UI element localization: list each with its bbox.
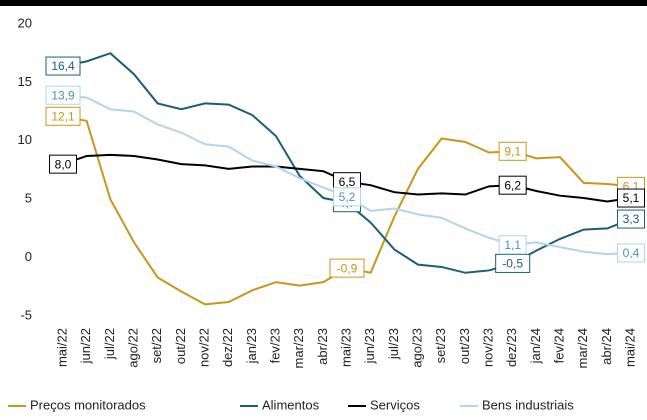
y-tick-label: 5 (25, 191, 32, 206)
legend-label: Preços monitorados (30, 397, 146, 412)
value-label: 3,3 (623, 212, 640, 226)
value-label-box (498, 141, 527, 161)
x-tick-label: mar/23 (291, 328, 306, 368)
value-label: -0,5 (502, 257, 523, 271)
value-label-box (495, 253, 531, 273)
x-tick-label: nov/22 (196, 328, 211, 367)
value-label-box (617, 188, 645, 208)
value-label: 5,2 (339, 190, 356, 204)
x-tick-label: dez/22 (220, 328, 235, 367)
value-label-box (329, 258, 365, 278)
x-tick-label: jan/24 (528, 328, 543, 364)
value-label-box (49, 154, 77, 174)
value-label: 1,1 (504, 238, 521, 252)
x-tick-label: ago/22 (125, 328, 140, 368)
value-label: 6,2 (504, 178, 521, 192)
x-tick-label: abr/24 (599, 328, 614, 365)
value-label: 9,1 (504, 144, 521, 158)
y-tick-label: 10 (18, 132, 32, 147)
x-tick-label: set/22 (149, 328, 164, 363)
y-tick-label: 20 (18, 15, 32, 30)
x-tick-label: out/22 (173, 328, 188, 364)
x-tick-label: out/23 (457, 328, 472, 364)
value-label: 12,1 (51, 109, 75, 123)
x-tick-label: jul/22 (102, 328, 117, 360)
x-tick-label: abr/23 (315, 328, 330, 365)
value-label-box (45, 106, 81, 126)
x-tick-label: nov/23 (480, 328, 495, 367)
x-tick-label: jun/22 (78, 328, 93, 364)
value-label: 16,4 (51, 59, 75, 73)
value-label: 5,1 (623, 191, 640, 205)
value-label-box (498, 235, 527, 255)
value-label: 13,9 (51, 88, 75, 102)
x-tick-label: mai/22 (54, 328, 69, 367)
x-tick-label: dez/23 (504, 328, 519, 367)
value-label: 6,5 (339, 175, 356, 189)
y-tick-label: 0 (25, 249, 32, 264)
x-tick-label: jun/23 (362, 328, 377, 364)
x-tick-label: jan/23 (244, 328, 259, 364)
y-tick-label: -5 (20, 307, 32, 322)
x-tick-label: mai/23 (338, 328, 353, 367)
value-label-box (45, 56, 81, 76)
x-tick-label: fev/24 (551, 328, 566, 363)
x-tick-label: fev/23 (267, 328, 282, 363)
value-label: -0,9 (337, 261, 358, 275)
value-label: 8,0 (55, 157, 72, 171)
series-line (62, 52, 632, 274)
x-tick-label: ago/23 (409, 328, 424, 368)
legend-label: Bens industriais (482, 397, 574, 412)
value-label: 0,4 (623, 246, 640, 260)
x-tick-label: set/23 (433, 328, 448, 363)
x-tick-label: mar/24 (575, 328, 590, 368)
top-bar (0, 0, 647, 6)
y-tick-label: 15 (18, 74, 32, 89)
value-label-box (498, 175, 527, 195)
value-label-box (617, 243, 645, 263)
value-label-box (333, 187, 361, 207)
x-tick-label: jul/23 (386, 328, 401, 360)
value-label-box (617, 209, 645, 229)
legend-label: Alimentos (262, 397, 320, 412)
value-label-box (45, 85, 81, 105)
x-tick-label: mai/24 (622, 328, 637, 367)
legend-label: Serviços (370, 397, 420, 412)
